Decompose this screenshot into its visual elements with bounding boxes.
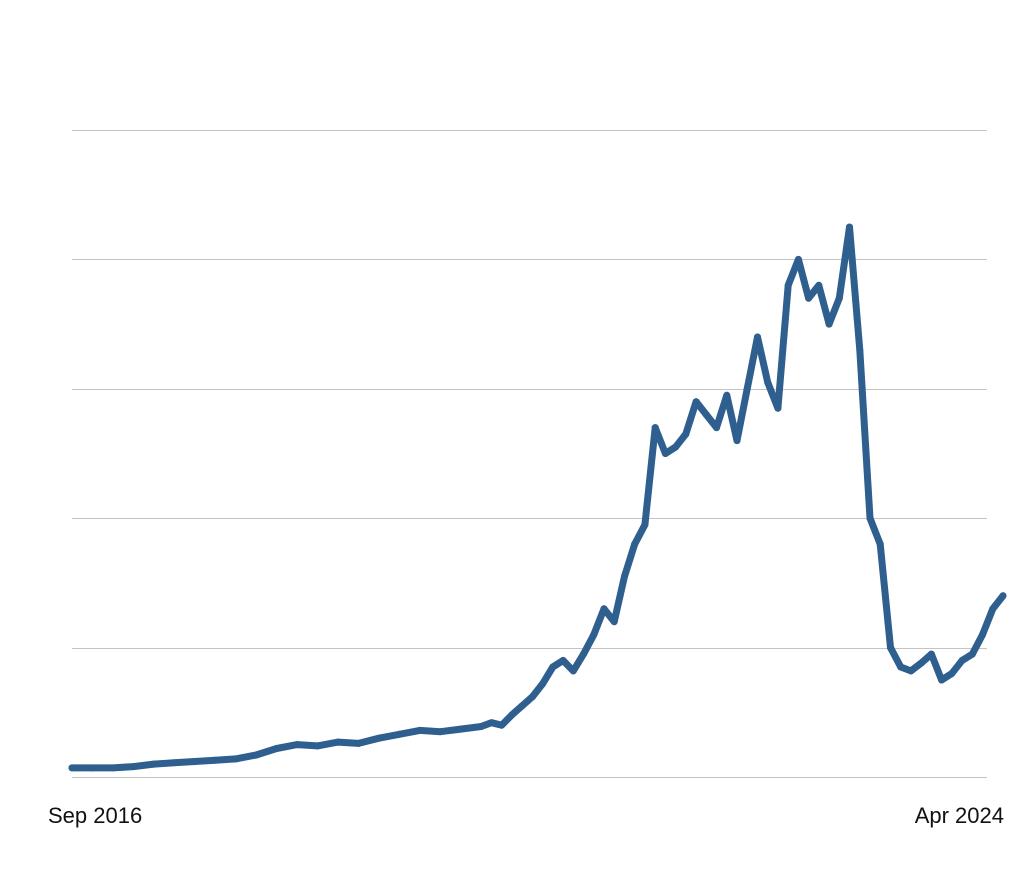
data-point [395,730,403,738]
data-point [835,294,843,302]
data-point [314,742,321,750]
data-point [559,657,567,664]
x-axis: Sep 2016 Apr 2024 [48,803,1004,828]
data-point [651,424,659,432]
data-point [89,764,96,772]
data-point [692,398,700,406]
data-point [518,702,526,710]
data-point [887,644,894,652]
data-point [68,764,76,772]
series-layer [68,223,1007,772]
data-point [498,721,506,729]
data-point [580,650,587,658]
data-point [436,728,444,736]
data-point [661,450,669,457]
data-point [815,281,823,289]
data-point [569,667,577,675]
data-point [723,391,731,399]
data-point [252,751,260,759]
data-point [641,521,649,529]
series-line-0 [68,223,1007,772]
data-point [610,618,618,626]
data-point [293,741,301,749]
data-point [621,572,628,580]
data-point [989,605,997,613]
data-point [375,734,383,742]
data-point [590,631,598,639]
data-point [528,693,536,701]
data-point [713,424,720,432]
data-point [682,430,690,438]
data-point [191,758,199,765]
data-point [600,605,608,613]
data-point [927,650,935,658]
data-point [150,760,158,768]
data-point [733,437,741,445]
data-point [958,657,966,664]
data-point [273,745,281,752]
data-point [907,667,915,675]
data-point [825,320,833,328]
x-tick-label-start: Sep 2016 [48,803,142,828]
data-point [805,294,813,302]
data-point [211,756,219,764]
data-point [334,738,342,746]
data-point [999,592,1007,600]
data-point [672,443,680,451]
data-point [508,711,516,719]
x-tick-label-end: Apr 2024 [915,803,1004,828]
data-point [866,514,874,522]
data-point [549,663,557,671]
data-point [702,411,710,419]
data-point [774,404,782,412]
data-point [355,739,362,747]
data-point [754,333,761,341]
data-point [968,650,976,658]
data-point [416,726,424,734]
data-point [457,725,465,733]
data-point [170,759,178,767]
data-point [232,755,240,763]
data-point [631,540,639,548]
data-point [129,763,137,771]
data-point [743,385,751,393]
data-point [876,540,884,548]
gridlines [72,130,987,778]
data-point [846,223,853,231]
data-point [794,255,802,263]
data-point [917,659,925,667]
data-point [477,723,485,730]
data-point [539,680,547,688]
data-point [979,631,986,639]
data-point [856,346,864,354]
data-point [948,670,956,677]
data-point [488,719,495,727]
data-point [784,281,792,289]
data-point [109,764,117,772]
data-point [897,663,905,671]
data-point [764,378,772,386]
data-point [938,676,946,684]
